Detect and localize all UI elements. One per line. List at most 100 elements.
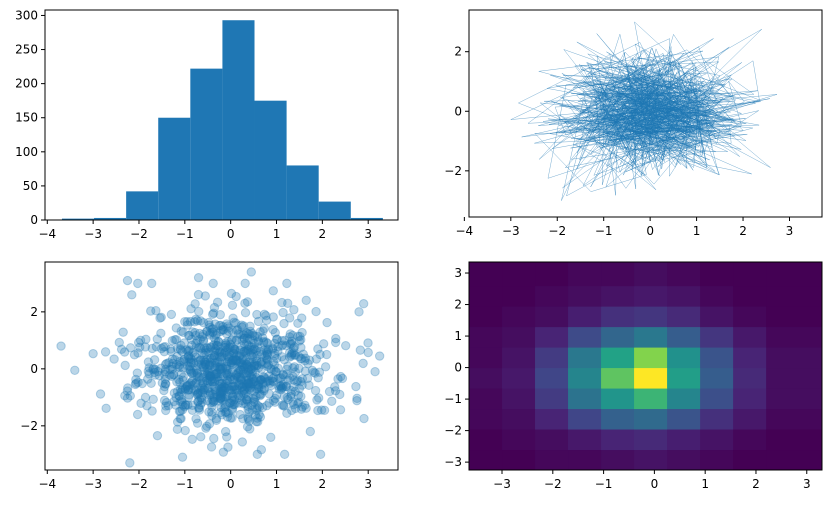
scatter-point: [204, 320, 214, 330]
scatter-point: [237, 395, 247, 406]
scatter-point: [284, 352, 295, 362]
scatter-point: [202, 342, 212, 353]
scatter-point: [200, 359, 210, 369]
scatter-point: [288, 397, 298, 407]
scatter-point: [275, 373, 285, 383]
scatter-point: [252, 354, 262, 364]
scatter-point: [262, 347, 272, 357]
scatter-point: [247, 379, 258, 389]
scatter-point: [207, 410, 217, 421]
scatter-point: [100, 347, 111, 357]
heatmap-x-tick-label: −1: [595, 477, 613, 491]
scatter-point: [208, 389, 218, 400]
scatter-point: [235, 409, 245, 420]
scatter-point: [228, 343, 238, 353]
scatter-point: [237, 437, 248, 447]
scatter-point: [223, 321, 233, 331]
scatter-point: [186, 354, 197, 365]
heatmap-y-tick-label: −2: [444, 424, 462, 438]
scatter-point: [227, 356, 238, 366]
scatter-point: [192, 390, 202, 400]
line-x-tick-label: 1: [693, 224, 701, 238]
scatter-point: [184, 354, 194, 364]
scatter-point: [261, 358, 271, 369]
scatter-point: [232, 350, 242, 361]
scatter-point: [213, 348, 223, 359]
scatter-point: [294, 397, 304, 408]
scatter-point: [167, 336, 178, 346]
scatter-point: [239, 386, 249, 396]
scatter-point: [182, 317, 192, 327]
scatter-point: [236, 375, 247, 386]
heatmap-cell: [469, 408, 503, 430]
scatter-point: [241, 328, 252, 338]
scatter-point: [277, 400, 288, 410]
scatter-point: [135, 335, 146, 346]
scatter-point: [205, 370, 216, 381]
scatter-point: [227, 334, 237, 345]
scatter-point: [210, 330, 221, 340]
histogram-bar: [350, 217, 383, 220]
scatter-point: [261, 311, 271, 321]
scatter-point: [202, 326, 212, 337]
scatter-point: [252, 309, 262, 320]
scatter-point: [252, 356, 262, 367]
scatter-point: [273, 342, 283, 352]
scatter-point: [304, 380, 314, 390]
scatter-point: [214, 362, 224, 372]
scatter-point: [205, 389, 216, 400]
scatter-point: [203, 377, 213, 388]
scatter-point: [208, 278, 218, 289]
scatter-point: [202, 375, 212, 385]
scatter-point: [177, 405, 188, 415]
scatter-point: [209, 433, 219, 444]
histogram-x-tick-label: −3: [84, 227, 102, 241]
scatter-point: [226, 335, 237, 345]
scatter-point: [231, 370, 242, 381]
scatter-point: [215, 364, 225, 375]
scatter-point: [181, 400, 191, 410]
scatter-point: [208, 308, 219, 318]
scatter-point: [210, 344, 221, 354]
scatter-point: [209, 340, 219, 350]
heatmap-cell: [502, 367, 536, 389]
scatter-point: [253, 417, 263, 427]
heatmap-cell: [469, 306, 503, 328]
scatter-point: [252, 380, 262, 390]
scatter-point: [214, 320, 225, 331]
scatter-point: [239, 333, 250, 344]
scatter-point: [198, 378, 208, 388]
scatter-point: [125, 391, 136, 401]
heatmap-cell: [634, 285, 668, 307]
scatter-point: [229, 344, 240, 354]
heatmap-axes-frame: [468, 261, 823, 471]
scatter-point: [159, 395, 170, 406]
scatter-point: [204, 370, 214, 381]
scatter-point: [228, 355, 238, 365]
scatter-point: [204, 366, 214, 377]
scatter-point: [184, 364, 194, 375]
histogram-bar: [126, 191, 159, 220]
scatter-point: [164, 358, 174, 368]
scatter-point: [226, 358, 236, 368]
heatmap-cell: [700, 306, 734, 328]
scatter-point: [210, 369, 221, 379]
scatter-point: [227, 392, 238, 402]
scatter-point: [223, 381, 233, 391]
scatter-point: [192, 371, 202, 382]
scatter-point: [231, 355, 241, 366]
scatter-point: [184, 345, 195, 355]
scatter-point: [251, 360, 262, 371]
scatter-point: [195, 316, 206, 326]
scatter-point: [300, 366, 310, 376]
scatter-point: [189, 317, 200, 327]
histogram-bar: [190, 68, 223, 221]
scatter-point: [251, 416, 262, 427]
scatter-point: [255, 327, 265, 337]
scatter-point: [242, 382, 252, 392]
scatter-point: [264, 371, 274, 381]
histogram-y-tick-label: 300: [15, 8, 38, 22]
scatter-point: [247, 345, 258, 355]
heatmap-cell: [733, 408, 767, 430]
scatter-point: [222, 329, 232, 339]
